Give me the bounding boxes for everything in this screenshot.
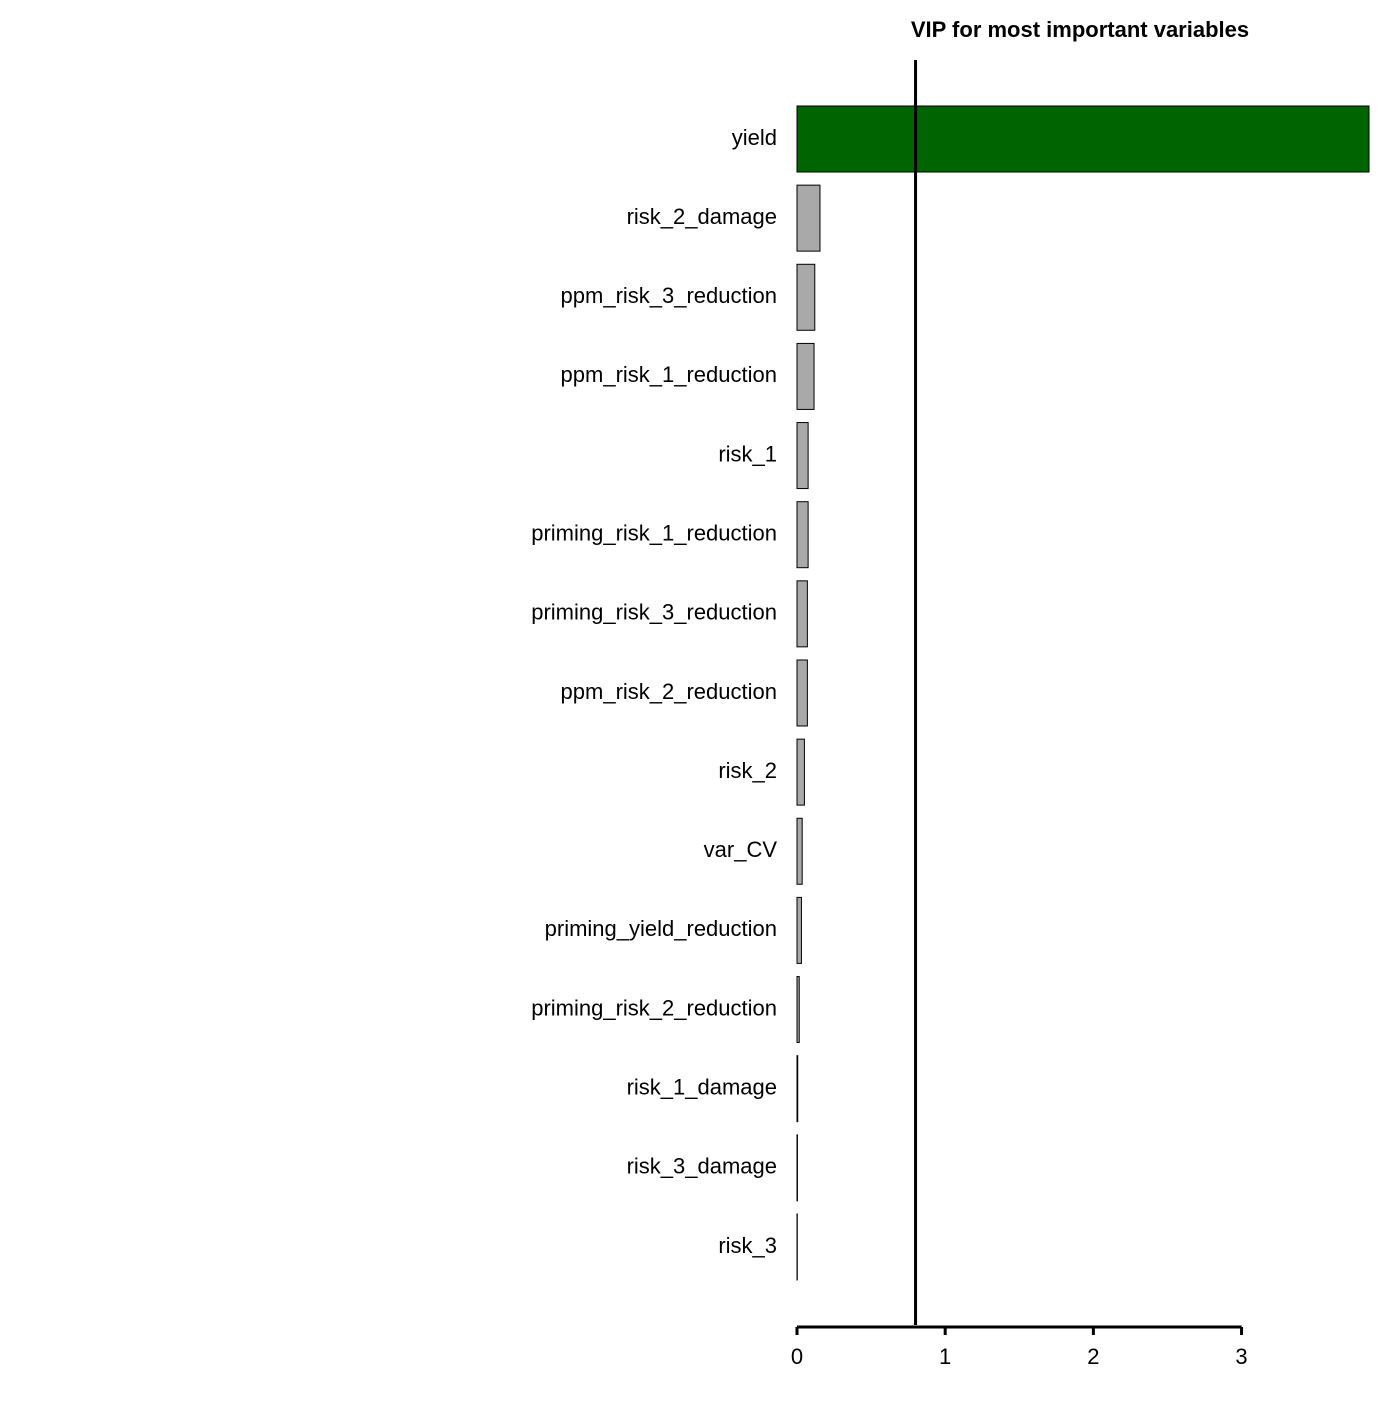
y-tick-label: risk_3_damage bbox=[627, 1154, 777, 1179]
x-tick-label: 0 bbox=[791, 1344, 803, 1369]
bar bbox=[797, 977, 799, 1043]
y-tick-label: risk_1 bbox=[718, 441, 777, 466]
bar bbox=[797, 581, 807, 647]
y-tick-label: risk_2_damage bbox=[627, 204, 777, 229]
y-tick-label: risk_3 bbox=[718, 1233, 777, 1258]
y-tick-label: ppm_risk_1_reduction bbox=[561, 362, 777, 387]
bar bbox=[797, 502, 808, 568]
bar bbox=[797, 1056, 798, 1122]
chart-title: VIP for most important variables bbox=[911, 17, 1249, 42]
y-tick-label: priming_yield_reduction bbox=[545, 916, 777, 941]
bar bbox=[797, 423, 808, 489]
bar bbox=[797, 739, 804, 805]
bar bbox=[797, 818, 802, 884]
y-tick-label: risk_1_damage bbox=[627, 1074, 777, 1099]
bar bbox=[797, 343, 814, 409]
y-tick-label: priming_risk_3_reduction bbox=[531, 600, 777, 625]
y-tick-label: ppm_risk_2_reduction bbox=[561, 679, 777, 704]
bar bbox=[797, 185, 820, 251]
x-tick-label: 3 bbox=[1235, 1344, 1247, 1369]
bar bbox=[797, 106, 1369, 172]
x-tick-label: 1 bbox=[939, 1344, 951, 1369]
y-tick-label: ppm_risk_3_reduction bbox=[561, 283, 777, 308]
y-tick-label: priming_risk_1_reduction bbox=[531, 521, 777, 546]
bar bbox=[797, 897, 801, 963]
x-tick-label: 2 bbox=[1087, 1344, 1099, 1369]
bar bbox=[797, 264, 815, 330]
y-tick-label: risk_2 bbox=[718, 758, 777, 783]
y-tick-label: yield bbox=[732, 125, 777, 150]
y-tick-label: var_CV bbox=[704, 837, 778, 862]
bar bbox=[797, 660, 807, 726]
y-tick-label: priming_risk_2_reduction bbox=[531, 995, 777, 1020]
